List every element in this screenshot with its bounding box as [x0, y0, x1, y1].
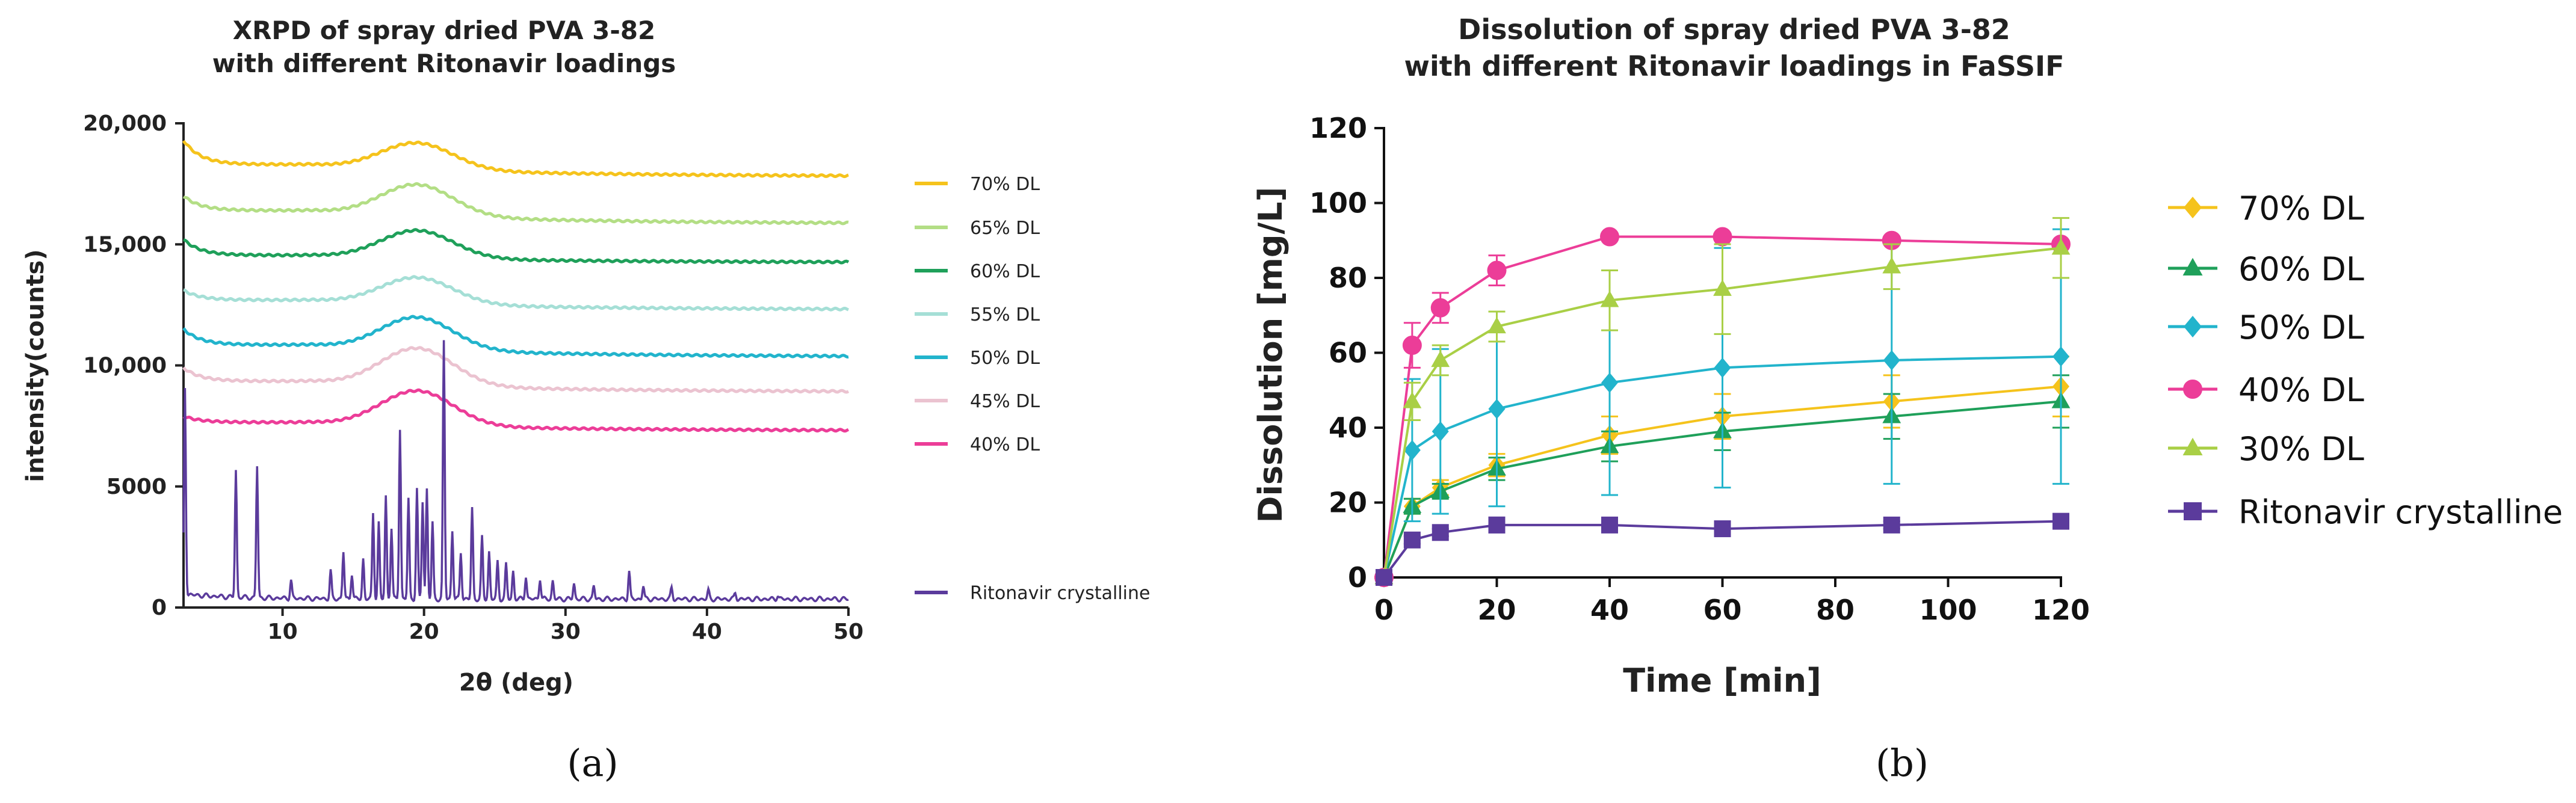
- xrpd-legend-label-55-dl: 55% DL: [970, 304, 1040, 325]
- dissolution-data-point-40-dl: [1713, 227, 1732, 247]
- dissolution-data-point-ritonavir-crystalline: [1488, 516, 1506, 534]
- dissolution-data-point-ritonavir-crystalline: [1601, 516, 1618, 534]
- dissolution-x-tick-label: 40: [1590, 594, 1629, 626]
- xrpd-legend-label-45-dl: 45% DL: [970, 391, 1040, 412]
- dissolution-data-point-40-dl: [1600, 227, 1619, 247]
- xrpd-series-line-40-dl: [182, 388, 850, 433]
- xrpd-y-tick-label: 10,000: [83, 354, 167, 378]
- xrpd-legend-label-50-dl: 50% DL: [970, 348, 1040, 369]
- xrpd-chart-title: XRPD of spray dried PVA 3-82: [233, 16, 656, 45]
- xrpd-series-line-65-dl: [182, 182, 849, 226]
- xrpd-legend-label-ritonavir-crystalline: Ritonavir crystalline: [970, 583, 1151, 604]
- dissolution-data-point-30-dl: [2051, 238, 2071, 255]
- dissolution-legend-marker-60-dl: [2182, 257, 2203, 275]
- dissolution-y-tick-label: 60: [1329, 337, 1367, 369]
- xrpd-legend-label-40-dl: 40% DL: [970, 434, 1040, 455]
- xrpd-legend-label-60-dl: 60% DL: [970, 261, 1040, 282]
- dissolution-x-tick-label: 120: [2032, 594, 2090, 626]
- dissolution-data-point-50-dl: [1714, 357, 1731, 378]
- xrpd-series-line-ritonavir-crystalline: [182, 340, 849, 603]
- xrpd-chart-subtitle: with different Ritonavir loadings: [212, 49, 676, 78]
- xrpd-series-line-70-dl: [182, 140, 849, 179]
- xrpd-x-tick-label: 50: [833, 620, 863, 644]
- dissolution-x-tick-label: 0: [1374, 594, 1394, 626]
- dissolution-chart-subtitle: with different Ritonavir loadings in FaS…: [1404, 50, 2064, 82]
- xrpd-y-tick-label: 5000: [107, 475, 167, 499]
- dissolution-legend-label-ritonavir-crystalline: Ritonavir crystalline: [2238, 493, 2563, 531]
- dissolution-legend-marker-70-dl: [2184, 197, 2202, 218]
- dissolution-data-point-40-dl: [1487, 260, 1507, 280]
- dissolution-data-point-50-dl: [1488, 399, 1506, 419]
- dissolution-data-point-30-dl: [1713, 279, 1732, 296]
- panel-label-a: (a): [567, 741, 618, 785]
- dissolution-y-tick-label: 80: [1329, 262, 1367, 294]
- dissolution-data-point-50-dl: [1601, 372, 1618, 393]
- dissolution-data-point-40-dl: [1430, 298, 1450, 318]
- dissolution-data-point-50-dl: [1432, 421, 1449, 442]
- dissolution-legend-label-60-dl: 60% DL: [2238, 250, 2364, 288]
- xrpd-series-line-50-dl: [182, 315, 849, 359]
- dissolution-data-point-ritonavir-crystalline: [1883, 516, 1900, 534]
- xrpd-y-tick-label: 0: [152, 595, 167, 620]
- dissolution-data-point-30-dl: [1600, 291, 1619, 307]
- dissolution-y-tick-label: 0: [1348, 561, 1367, 594]
- xrpd-x-tick-label: 10: [268, 620, 298, 644]
- dissolution-y-axis-label: Dissolution [mg/L]: [1252, 187, 1290, 523]
- dissolution-data-point-30-dl: [1882, 257, 1901, 274]
- xrpd-series-line-55-dl: [183, 275, 849, 312]
- dissolution-y-tick-label: 20: [1329, 487, 1367, 519]
- dissolution-data-point-30-dl: [1487, 316, 1506, 334]
- xrpd-y-tick-label: 20,000: [83, 111, 167, 136]
- dissolution-data-point-ritonavir-crystalline: [1403, 531, 1421, 549]
- xrpd-series-line-60-dl: [183, 228, 850, 265]
- dissolution-plot-area: 0 20 40 60 80 100 120 0 20 40 60 80 100 120 70% DL 60% …: [1309, 112, 2563, 626]
- dissolution-x-axis-label: Time [min]: [1623, 662, 1821, 700]
- dissolution-x-tick-label: 60: [1703, 594, 1741, 626]
- dissolution-x-tick-label: 80: [1816, 594, 1855, 626]
- dissolution-series-line-30-dl: [1383, 247, 2062, 578]
- dissolution-series-line-60-dl: [1383, 400, 2062, 578]
- panel-label-b: (b): [1876, 741, 1929, 785]
- dissolution-data-point-ritonavir-crystalline: [1714, 520, 1731, 538]
- dissolution-data-point-30-dl: [1403, 392, 1422, 408]
- dissolution-x-tick-label: 20: [1477, 594, 1516, 626]
- dissolution-legend-marker-40-dl: [2183, 380, 2202, 399]
- xrpd-series-line-45-dl: [182, 346, 850, 394]
- xrpd-y-tick-label: 15,000: [83, 232, 167, 257]
- xrpd-y-axis-label: intensity(counts): [22, 249, 49, 482]
- dissolution-legend-marker-30-dl: [2182, 437, 2203, 455]
- dissolution-legend-label-40-dl: 40% DL: [2238, 371, 2364, 409]
- xrpd-legend-label-65-dl: 65% DL: [970, 218, 1040, 239]
- dissolution-legend-label-30-dl: 30% DL: [2238, 430, 2364, 468]
- dissolution-y-tick-label: 100: [1309, 187, 1367, 220]
- xrpd-x-tick-label: 30: [551, 620, 581, 644]
- dissolution-y-tick-label: 120: [1309, 112, 1367, 144]
- xrpd-x-axis-label: 2θ (deg): [459, 669, 573, 697]
- dissolution-legend-label-50-dl: 50% DL: [2238, 309, 2364, 346]
- dissolution-data-point-40-dl: [1402, 336, 1422, 355]
- xrpd-legend-label-70-dl: 70% DL: [970, 174, 1040, 195]
- xrpd-x-tick-label: 40: [692, 620, 722, 644]
- dissolution-data-point-ritonavir-crystalline: [2052, 512, 2069, 530]
- dissolution-x-tick-label: 100: [1919, 594, 1977, 626]
- xrpd-x-tick-label: 20: [409, 620, 439, 644]
- dissolution-chart-title: Dissolution of spray dried PVA 3-82: [1458, 13, 2010, 46]
- dissolution-legend-marker-50-dl: [2184, 316, 2202, 337]
- dissolution-data-point-ritonavir-crystalline: [1376, 569, 1392, 586]
- dissolution-data-point-50-dl: [2052, 346, 2069, 367]
- dissolution-data-point-50-dl: [1883, 350, 1900, 371]
- dissolution-y-tick-label: 40: [1329, 411, 1367, 444]
- xrpd-plot-area: 10 20 30 40 50 0 5000 10,000 15,000 20,000 70% DL 6…: [83, 111, 1150, 644]
- dissolution-legend-label-70-dl: 70% DL: [2238, 189, 2364, 227]
- dissolution-legend-marker-ritonavir-crystalline: [2184, 502, 2202, 520]
- dissolution-data-point-ritonavir-crystalline: [1432, 524, 1449, 541]
- dissolution-data-point-50-dl: [1403, 440, 1421, 461]
- dissolution-data-point-30-dl: [1431, 350, 1450, 368]
